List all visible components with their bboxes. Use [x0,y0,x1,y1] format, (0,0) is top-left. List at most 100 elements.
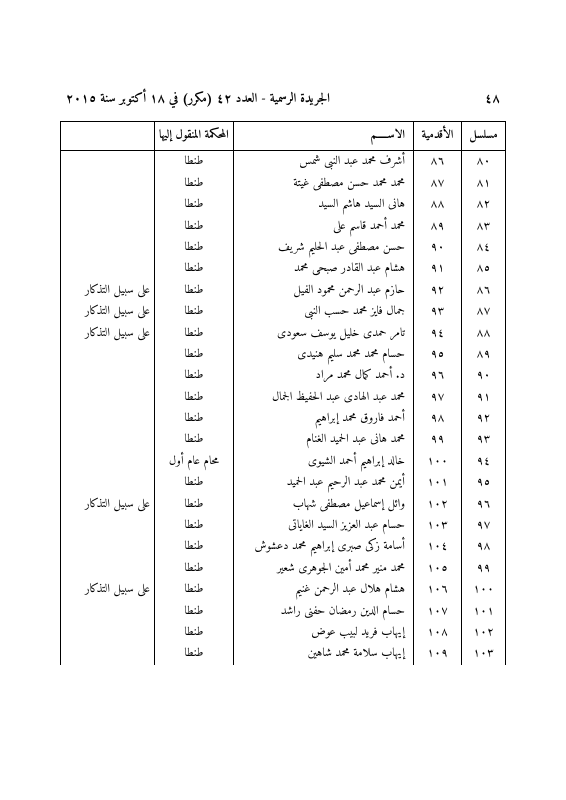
cell-note [61,365,155,386]
cell-serial: ٩٥ [462,472,506,493]
cell-note [61,515,155,536]
cell-serial: ٨٩ [462,344,506,365]
cell-seniority: ٨٩ [414,216,462,237]
cell-name: حسام الدين رمضان حفنى راشد [233,601,413,622]
cell-seniority: ١٠٧ [414,601,462,622]
cell-seniority: ٩٧ [414,387,462,408]
table-row: ١٠٢١٠٨إيهاب فريد لبيب عوضطنطا [61,622,506,643]
cell-court: طنطا [155,515,234,536]
cell-court: طنطا [155,344,234,365]
cell-seniority: ٩٦ [414,365,462,386]
cell-name: أيمن محمد عبد الرحيم عبد الحميد [233,472,413,493]
cell-court: طنطا [155,365,234,386]
cell-seniority: ٩٨ [414,408,462,429]
table-row: ٨٥٩١هشام عبد القادر صبحى محمدطنطا [61,258,506,279]
cell-serial: ٨٢ [462,194,506,215]
table-row: ١٠٣١٠٩إيهاب سلامة محمد شاهينطنطا [61,643,506,664]
table-row: ٨٦٩٢حازم عبد الرحمن محمود الفيلطنطاعلى س… [61,280,506,301]
cell-note [61,601,155,622]
cell-serial: ١٠١ [462,601,506,622]
cell-seniority: ١٠١ [414,472,462,493]
cell-court: طنطا [155,216,234,237]
cell-serial: ٨٦ [462,280,506,301]
page-number: ٤٨ [485,88,500,111]
col-header-name: الاســـــم [233,122,413,151]
document-page: ٤٨ الجريدة الرسمية - العدد ٤٢ (مكرر) في … [0,0,566,705]
cell-name: د. أحمد كمال محمد مراد [233,365,413,386]
cell-name: إيهاب سلامة محمد شاهين [233,643,413,664]
table-row: ٩٧١٠٣حسام عبد العزيز السيد الغاياتىطنطا [61,515,506,536]
cell-name: خالد إبراهيم أحمد الشيوى [233,451,413,472]
cell-court: طنطا [155,237,234,258]
cell-name: أشرف محمد عبد النبى شمس [233,151,413,173]
cell-court: طنطا [155,472,234,493]
page-header: ٤٨ الجريدة الرسمية - العدد ٤٢ (مكرر) في … [60,88,506,111]
cell-name: هشام عبد القادر صبحى محمد [233,258,413,279]
cell-serial: ٩٠ [462,365,506,386]
table-row: ٩٠٩٦د. أحمد كمال محمد مرادطنطا [61,365,506,386]
cell-seniority: ١٠٣ [414,515,462,536]
cell-seniority: ١٠٤ [414,536,462,557]
cell-seniority: ٨٦ [414,151,462,173]
cell-seniority: ١٠٢ [414,494,462,515]
table-row: ٩٦١٠٢وائل إسماعيل مصطفى شهابطنطاعلى سبيل… [61,494,506,515]
col-header-note [61,122,155,151]
table-row: ٨٨٩٤تامر حمدى خليل يوسف سعودىطنطاعلى سبي… [61,323,506,344]
cell-seniority: ٩٣ [414,301,462,322]
cell-name: حازم عبد الرحمن محمود الفيل [233,280,413,301]
cell-serial: ٨٧ [462,301,506,322]
cell-note [61,622,155,643]
cell-serial: ٨٨ [462,323,506,344]
cell-note [61,216,155,237]
cell-seniority: ١٠٠ [414,451,462,472]
table-row: ٨٠٨٦أشرف محمد عبد النبى شمسطنطا [61,151,506,173]
cell-court: طنطا [155,601,234,622]
cell-serial: ٩٩ [462,558,506,579]
table-body: ٨٠٨٦أشرف محمد عبد النبى شمسطنطا٨١٨٧محمد … [61,151,506,665]
cell-name: أسامة زكى صبرى إبراهيم محمد دعشوش [233,536,413,557]
cell-court: طنطا [155,387,234,408]
cell-note [61,237,155,258]
cell-court: طنطا [155,643,234,664]
cell-serial: ٩٨ [462,536,506,557]
cell-seniority: ٩١ [414,258,462,279]
cell-name: محمد هانى عبد الحميد الغنام [233,429,413,450]
cell-note: على سبيل التذكار [61,579,155,600]
cell-court: طنطا [155,579,234,600]
cell-court: طنطا [155,301,234,322]
cell-court: طنطا [155,622,234,643]
col-header-serial: مسلسل [462,122,506,151]
cell-name: تامر حمدى خليل يوسف سعودى [233,323,413,344]
cell-note [61,536,155,557]
cell-serial: ٩١ [462,387,506,408]
cell-court: طنطا [155,429,234,450]
cell-note [61,387,155,408]
table-row: ٨٣٨٩محمد أحمد قاسم علىطنطا [61,216,506,237]
cell-note [61,558,155,579]
cell-seniority: ١٠٥ [414,558,462,579]
cell-note [61,344,155,365]
col-header-seniority: الأقدمية [414,122,462,151]
table-row: ١٠١١٠٧حسام الدين رمضان حفنى راشدطنطا [61,601,506,622]
cell-name: محمد أحمد قاسم على [233,216,413,237]
table-row: ٩٩١٠٥محمد منير محمد أمين الجوهرى شعيرطنط… [61,558,506,579]
cell-court: طنطا [155,408,234,429]
cell-serial: ٨٥ [462,258,506,279]
cell-note [61,194,155,215]
cell-seniority: ١٠٨ [414,622,462,643]
cell-serial: ٨٠ [462,151,506,173]
cell-name: وائل إسماعيل مصطفى شهاب [233,494,413,515]
cell-serial: ١٠٢ [462,622,506,643]
col-header-court: المحكمة المنقول إليها [155,122,234,151]
cell-note: على سبيل التذكار [61,323,155,344]
cell-name: إيهاب فريد لبيب عوض [233,622,413,643]
cell-seniority: ١٠٦ [414,579,462,600]
cell-note [61,258,155,279]
cell-note [61,408,155,429]
table-row: ٩٢٩٨أحمد فاروق محمد إبراهيمطنطا [61,408,506,429]
cell-note [61,429,155,450]
cell-serial: ٩٤ [462,451,506,472]
cell-seniority: ٩٤ [414,323,462,344]
cell-note: على سبيل التذكار [61,494,155,515]
table-row: ٨٤٩٠حسن مصطفى عبد الحليم شريفطنطا [61,237,506,258]
